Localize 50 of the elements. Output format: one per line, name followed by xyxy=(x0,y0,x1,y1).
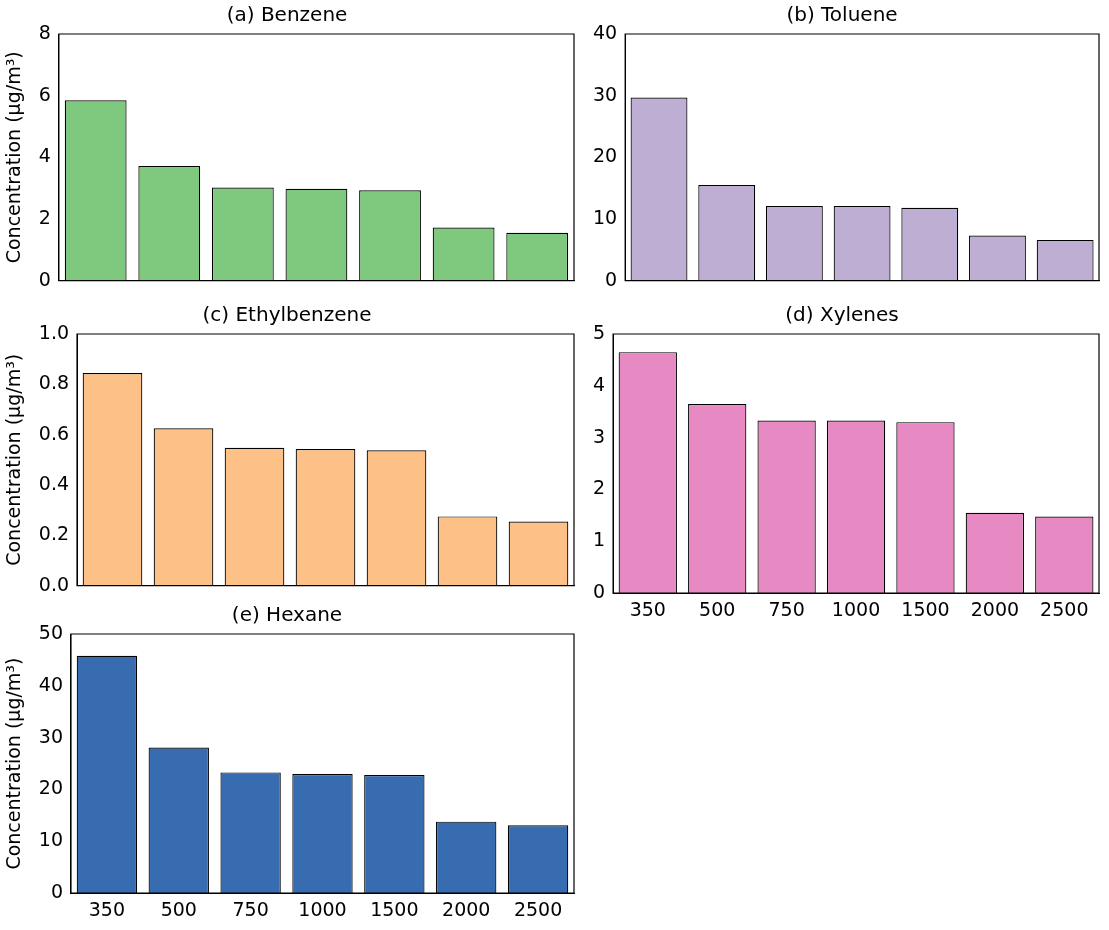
y-tick-label: 50 xyxy=(38,620,63,643)
y-tick-label: 40 xyxy=(38,672,63,695)
y-tick-label: 30 xyxy=(38,724,63,747)
y-axis-title: Concentration (μg/m³) xyxy=(2,353,25,566)
x-tick-label: 750 xyxy=(768,597,805,620)
chart-title: (a) Benzene xyxy=(226,2,348,27)
x-tick-label: 350 xyxy=(88,897,126,920)
y-tick-label: 30 xyxy=(592,82,618,105)
y-tick-label: 4 xyxy=(38,144,51,167)
x-tick-label: 500 xyxy=(160,897,197,920)
y-tick-label: 0.8 xyxy=(38,371,70,394)
chart-title: (e) Hexane xyxy=(231,602,343,627)
x-tick-label: 750 xyxy=(232,897,269,920)
x-tick-label: 2500 xyxy=(1040,597,1089,620)
y-tick-label: 2 xyxy=(592,476,606,499)
y-tick-label: 0 xyxy=(50,880,63,903)
y-tick-label: 1.0 xyxy=(38,320,70,343)
x-tick-label: 1000 xyxy=(298,897,347,920)
y-tick-label: 10 xyxy=(592,205,618,228)
y-axis-title: Concentration (μg/m³) xyxy=(2,51,25,264)
x-tick-label: 1000 xyxy=(831,597,881,620)
y-tick-label: 1 xyxy=(592,528,606,551)
x-tick-label: 1500 xyxy=(370,897,419,920)
y-tick-label: 6 xyxy=(38,82,51,105)
y-tick-label: 5 xyxy=(592,320,606,343)
y-tick-label: 40 xyxy=(592,20,618,43)
y-tick-label: 0.4 xyxy=(38,471,70,494)
y-tick-label: 0 xyxy=(605,267,618,290)
y-tick-label: 3 xyxy=(592,424,606,447)
y-tick-label: 20 xyxy=(592,144,618,167)
y-tick-label: 0.6 xyxy=(38,421,70,444)
y-tick-label: 20 xyxy=(38,776,63,799)
x-tick-label: 2500 xyxy=(513,897,563,920)
x-tick-label: 2000 xyxy=(970,597,1020,620)
y-tick-label: 4 xyxy=(592,372,606,395)
y-tick-label: 0 xyxy=(592,580,606,603)
x-tick-label: 350 xyxy=(629,597,666,620)
x-tick-label: 1500 xyxy=(901,597,950,620)
y-tick-label: 10 xyxy=(38,828,63,851)
y-tick-label: 0.0 xyxy=(38,572,70,595)
y-axis-title: Concentration (μg/m³) xyxy=(2,657,25,870)
y-tick-label: 0 xyxy=(38,267,51,290)
chart-title: (c) Ethylbenzene xyxy=(202,302,372,327)
x-tick-label: 2000 xyxy=(442,897,491,920)
chart-title: (b) Toluene xyxy=(786,2,898,27)
y-tick-label: 2 xyxy=(38,205,51,228)
chart-title: (d) Xylenes xyxy=(785,302,899,327)
y-tick-label: 8 xyxy=(38,20,51,43)
y-tick-label: 0.2 xyxy=(38,522,70,545)
x-tick-label: 500 xyxy=(699,597,736,620)
